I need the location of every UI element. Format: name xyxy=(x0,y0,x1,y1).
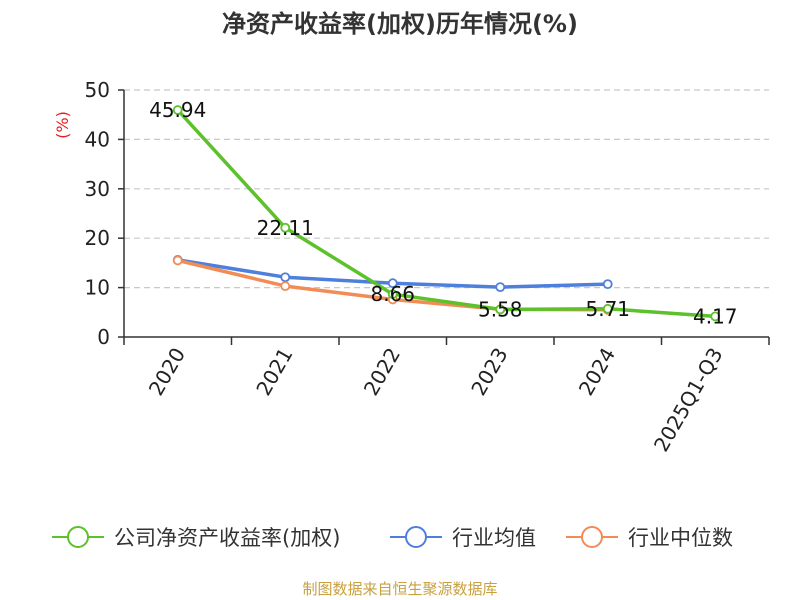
y-tick-label: 20 xyxy=(85,226,110,250)
data-point xyxy=(387,278,398,289)
data-labels: 45.94 22.11 8.66 5.58 5.71 4.17 xyxy=(149,98,737,328)
x-axis-ticks: 2020 2021 2022 2023 2024 2025Q1-Q3 xyxy=(123,337,770,456)
legend-label: 公司净资产收益率(加权) xyxy=(114,526,340,550)
y-axis-unit: (%) xyxy=(53,111,72,139)
x-tick-label: 2021 xyxy=(251,344,297,400)
y-tick-label: 0 xyxy=(97,325,110,349)
data-point xyxy=(172,105,183,115)
data-point xyxy=(602,279,613,290)
axes xyxy=(123,90,769,338)
series-line xyxy=(176,108,716,319)
data-point xyxy=(172,255,183,266)
data-point xyxy=(387,289,398,300)
data-label: 8.66 xyxy=(370,282,415,306)
data-label: 45.94 xyxy=(149,98,206,122)
data-label: 4.17 xyxy=(693,304,738,328)
x-tick-label: 2024 xyxy=(574,344,620,400)
chart-title: 净资产收益率(加权)历年情况(%) xyxy=(222,10,578,38)
y-tick-label: 10 xyxy=(85,276,110,300)
data-point xyxy=(495,282,506,293)
data-point xyxy=(280,222,291,233)
x-tick-label: 2020 xyxy=(144,344,190,400)
y-tick-label: 30 xyxy=(85,177,110,201)
legend-swatch-marker xyxy=(67,526,89,548)
series-lines xyxy=(172,105,721,322)
data-label: 5.71 xyxy=(585,297,630,321)
legend-label: 行业中位数 xyxy=(628,526,733,550)
y-tick-label: 50 xyxy=(85,78,110,102)
data-point xyxy=(280,281,291,292)
legend-swatch-marker xyxy=(405,526,427,548)
data-point xyxy=(495,304,506,315)
data-point xyxy=(710,311,721,322)
x-tick-label: 2023 xyxy=(466,344,512,400)
data-source-note: 制图数据来自恒生聚源数据库 xyxy=(302,580,497,598)
legend-label: 行业均值 xyxy=(452,526,536,550)
data-label: 22.11 xyxy=(257,216,314,240)
x-tick-label: 2025Q1-Q3 xyxy=(649,344,728,456)
y-tick-label: 40 xyxy=(85,127,110,151)
data-point xyxy=(280,272,291,283)
data-point xyxy=(602,303,613,314)
data-label: 5.58 xyxy=(478,297,523,321)
legend-swatch-marker xyxy=(581,526,603,548)
x-tick-label: 2022 xyxy=(359,344,405,400)
y-axis-ticks: 0 10 20 30 40 50 xyxy=(85,78,124,349)
legend: 公司净资产收益率(加权) 行业均值 行业中位数 xyxy=(52,526,733,550)
grid-lines xyxy=(124,89,769,289)
